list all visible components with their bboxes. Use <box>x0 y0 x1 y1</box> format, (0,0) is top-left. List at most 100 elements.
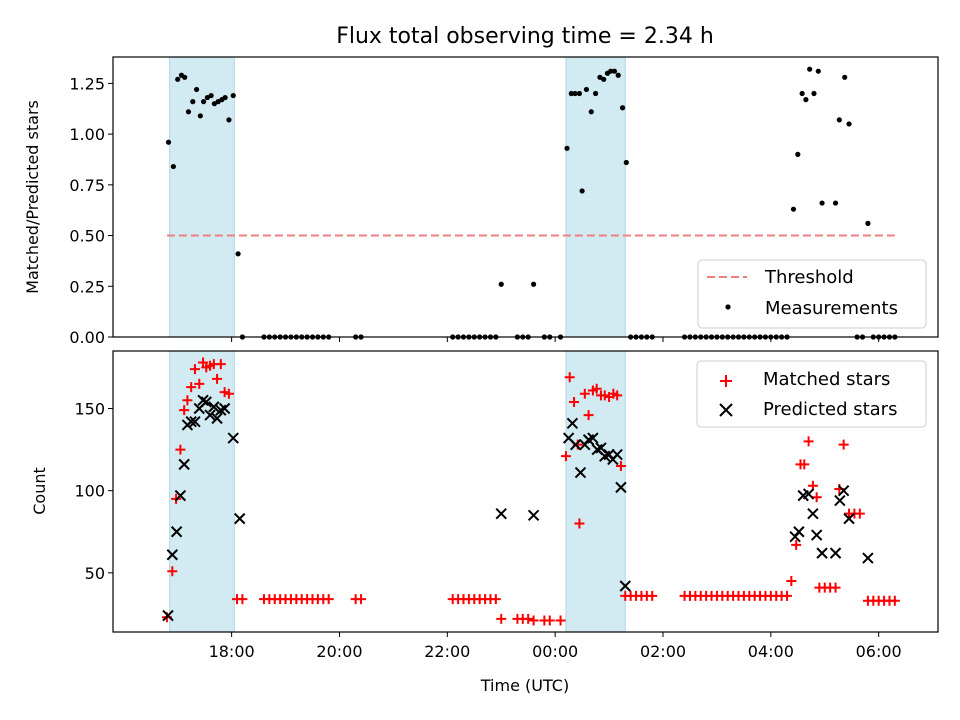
legend-matched-swatch <box>720 375 732 387</box>
ratio-panel: 0.00 0.25 0.50 0.75 1.00 1.25 Matched/Predict… <box>23 56 939 347</box>
measurement-point <box>623 159 629 166</box>
ratio-y-axis-label: Matched/Predicted stars <box>23 100 42 294</box>
measurement-point <box>795 151 801 157</box>
x-tick-label: 22:00 <box>424 642 470 661</box>
measurement-point <box>200 99 207 105</box>
y-tick-label: 0.25 <box>69 277 105 296</box>
matched-star-point <box>612 390 623 401</box>
measurement-point <box>608 68 614 74</box>
shaded-interval <box>565 56 626 338</box>
predicted-star-point <box>197 394 209 407</box>
predicted-star-point <box>837 484 850 497</box>
measurement-point <box>208 92 214 99</box>
predicted-star-point <box>574 466 587 479</box>
x-axis-label: Time (UTC) <box>480 676 569 695</box>
y-tick-label: 100 <box>74 482 105 501</box>
x-tick-label: 00:00 <box>532 642 578 661</box>
legend-threshold-label: Threshold <box>764 267 854 288</box>
measurement-point <box>865 220 871 226</box>
predicted-star-point <box>218 402 231 415</box>
matched-star-point <box>189 364 200 375</box>
matched-points <box>161 357 900 626</box>
predicted-star-point <box>862 552 874 564</box>
predicted-star-point <box>495 507 507 520</box>
x-tick-label: 04:00 <box>748 642 794 661</box>
predicted-star-point <box>166 549 179 561</box>
y-tick-label: 50 <box>85 564 105 583</box>
measurement-point <box>572 90 578 97</box>
predicted-star-point <box>174 489 187 502</box>
matched-star-point <box>167 566 178 577</box>
measurement-point <box>832 200 839 206</box>
measurement-point <box>601 76 607 82</box>
predicted-star-point <box>227 432 239 444</box>
matched-star-point <box>786 576 797 587</box>
matched-star-point <box>838 439 849 450</box>
matched-star-point <box>583 410 594 421</box>
predicted-star-point <box>211 412 223 425</box>
count-legend: Matched stars Predicted stars <box>696 360 927 428</box>
measurement-point <box>170 163 176 170</box>
measurement-point <box>583 86 590 93</box>
x-tick-label: 06:00 <box>856 642 902 661</box>
matched-star-point <box>528 615 539 626</box>
count-y-axis-label: Count <box>30 467 49 515</box>
measurement-point <box>811 90 817 97</box>
measurement-point <box>807 66 813 72</box>
predicted-star-point <box>843 512 855 525</box>
ratio-x-ticks <box>231 337 880 342</box>
matched-star-point <box>564 372 575 383</box>
predicted-star-point <box>802 488 815 500</box>
count-x-ticks: 18:00 20:00 22:00 00:00 02:00 04:00 06:00 <box>209 632 902 661</box>
matched-star-point <box>523 613 534 624</box>
measurement-point <box>193 86 200 93</box>
measurement-point <box>165 139 172 145</box>
measurement-point <box>568 90 574 97</box>
predicted-star-point <box>834 494 846 507</box>
count-panel: 50 100 150 18:00 20:00 22:00 00:00 02:00 04:00 0… <box>30 350 939 695</box>
predicted-star-point <box>204 409 216 421</box>
measurement-point <box>819 200 825 206</box>
matched-star-point <box>555 615 566 626</box>
predicted-star-point <box>569 438 582 451</box>
predicted-star-point <box>200 396 212 408</box>
matched-star-point <box>490 594 501 605</box>
legend-predicted-swatch <box>719 403 733 417</box>
measurement-point <box>564 145 570 151</box>
chart-title: Flux total observing time = 2.34 h <box>336 24 714 49</box>
predicted-star-point <box>816 547 828 559</box>
measurement-point <box>175 76 181 82</box>
matched-star-point <box>569 396 580 407</box>
matched-star-point <box>579 388 590 399</box>
measurement-point <box>842 74 848 80</box>
predicted-star-point <box>208 401 220 413</box>
ratio-panel-frame <box>112 56 939 338</box>
matched-star-point <box>544 615 555 626</box>
matched-star-point <box>182 395 193 406</box>
matched-star-point <box>175 444 186 455</box>
predicted-star-point <box>793 526 805 538</box>
matched-star-point <box>830 582 841 593</box>
measurement-point <box>498 281 504 287</box>
measurement-point <box>611 68 618 74</box>
matched-star-point <box>591 383 602 394</box>
shaded-interval <box>565 350 626 633</box>
measurement-point <box>619 105 626 111</box>
legend-measurements-label: Measurements <box>765 298 898 319</box>
measurement-point <box>222 94 228 101</box>
predicted-star-point <box>611 448 623 461</box>
predicted-star-point <box>234 512 246 525</box>
predicted-star-point <box>810 529 823 541</box>
predicted-star-point <box>566 417 579 430</box>
x-tick-label: 02:00 <box>640 642 686 661</box>
bottom-shaded-intervals <box>169 350 626 633</box>
measurement-point <box>197 113 203 119</box>
predicted-star-point <box>829 547 842 559</box>
ratio-y-ticks: 0.00 0.25 0.50 0.75 1.00 1.25 <box>69 74 113 347</box>
x-tick-label: 20:00 <box>316 642 362 661</box>
matched-star-point <box>782 590 793 601</box>
matched-star-point <box>647 590 658 601</box>
measurement-point <box>230 92 236 99</box>
